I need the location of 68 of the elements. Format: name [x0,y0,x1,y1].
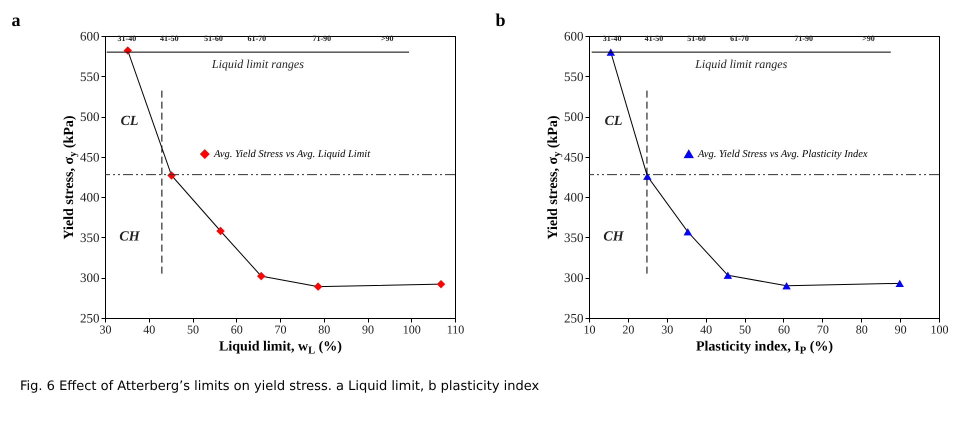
annotation: Liquid limit ranges [694,57,788,72]
point [896,280,904,287]
x-tick-label: 30 [661,322,674,336]
x-tick-label: 110 [446,322,464,336]
y-tick-label: 450 [80,149,100,164]
y-tick-label: 250 [564,310,584,326]
x-tick-label: 30 [100,322,112,336]
annotation: >90 [380,34,394,44]
annotation: 71-90 [312,34,332,44]
x-tick-label: 60 [230,322,243,336]
annotation: >90 [862,34,875,44]
y-tick-label: 350 [80,230,100,245]
x-tick-label: 80 [318,322,330,336]
point [257,272,266,280]
y-tick-label: 550 [80,68,100,84]
y-tick-label: 600 [80,28,100,44]
x-axis-title: Plasticity index, I$_{P}$ (%) [696,340,834,356]
y-tick-label: 550 [564,68,584,84]
x-tick-label: 70 [274,322,286,336]
x-tick-label: 80 [856,322,868,336]
point [782,282,791,290]
annotation: CL [604,114,622,130]
point [724,272,732,279]
annotation: 51-60 [204,34,223,44]
chart-title: b [496,10,506,30]
annotation: 61-70 [730,34,749,44]
x-tick-label: 50 [739,322,752,336]
y-tick-label: 600 [564,28,584,44]
y-tick-label: 500 [564,109,584,124]
y-tick-label: 400 [80,190,100,205]
x-tick-label: 60 [778,322,790,336]
y-tick-label: 450 [564,149,584,164]
x-tick-label: 90 [362,322,374,336]
x-tick-label: 100 [402,322,421,336]
y-tick-label: 350 [564,230,584,245]
x-axis-title: Liquid limit, w$_{L}$ (%) [219,340,342,356]
point [436,280,446,288]
annotation: 31-40 [118,34,136,44]
annotation: 71-90 [794,34,814,44]
point [684,228,692,236]
annotation: CH [119,230,141,245]
y-tick-label: 250 [80,310,100,326]
y-tick-label: 300 [80,270,100,286]
x-tick-label: 70 [816,322,829,336]
annotation: 41-50 [644,34,664,44]
annotation: Liquid limit ranges [210,57,304,72]
annotation: CH [603,230,625,245]
x-tick-label: 90 [894,322,907,336]
legend-label: Avg. Yield Stress vs Avg. Liquid Limit [213,149,372,160]
point [314,282,322,291]
y-tick-label: 400 [564,190,584,205]
x-tick-label: 20 [622,322,634,336]
caption: Fig. 6 Effect of Atterberg’s limits on yield stress. a Liquid limit, b plasticity index [20,379,540,394]
y-tick-label: 300 [564,270,584,286]
y-tick-label: 500 [80,109,100,124]
annotation: 31-40 [602,34,622,44]
x-tick-label: 10 [584,322,596,336]
x-tick-label: 100 [930,322,948,336]
x-tick-label: 40 [700,322,712,336]
annotation: 51-60 [687,34,706,44]
annotation: 41-50 [160,34,179,44]
point [216,226,225,236]
annotation: CL [120,114,138,130]
annotation: 61-70 [247,34,266,44]
chart-title: a [12,10,20,30]
legend-label: Avg. Yield Stress vs Avg. Plasticity Index [697,149,868,160]
x-tick-label: 40 [143,322,156,336]
x-tick-label: 50 [187,322,199,336]
